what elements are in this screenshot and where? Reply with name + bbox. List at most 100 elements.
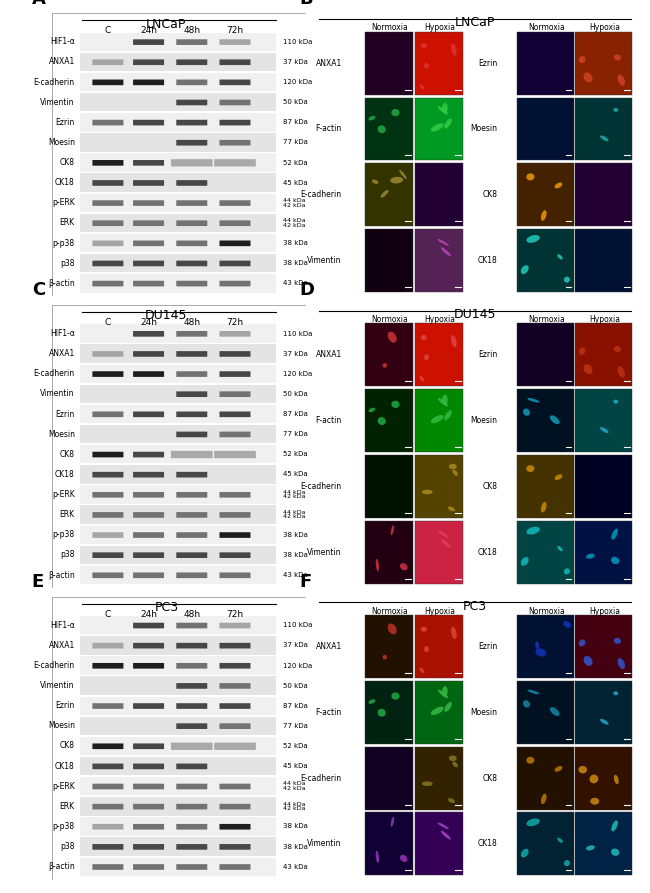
Ellipse shape	[526, 465, 534, 472]
Text: 42 kDa: 42 kDa	[283, 222, 305, 228]
Text: CK8: CK8	[482, 482, 497, 491]
FancyBboxPatch shape	[92, 864, 124, 870]
FancyBboxPatch shape	[80, 676, 276, 695]
Text: Vimentin: Vimentin	[307, 256, 342, 265]
FancyBboxPatch shape	[133, 663, 164, 669]
Ellipse shape	[421, 43, 427, 48]
Text: ANXA1: ANXA1	[49, 349, 75, 358]
FancyBboxPatch shape	[133, 864, 164, 870]
FancyBboxPatch shape	[220, 572, 250, 578]
FancyBboxPatch shape	[176, 764, 207, 769]
Ellipse shape	[451, 627, 457, 639]
Text: Hypoxia: Hypoxia	[589, 23, 620, 32]
FancyBboxPatch shape	[80, 757, 276, 775]
FancyBboxPatch shape	[92, 261, 124, 266]
FancyBboxPatch shape	[176, 100, 207, 105]
Text: Ezrin: Ezrin	[56, 118, 75, 127]
FancyBboxPatch shape	[133, 572, 164, 578]
FancyBboxPatch shape	[133, 160, 164, 166]
Text: 44 kDa: 44 kDa	[283, 781, 305, 787]
FancyBboxPatch shape	[220, 140, 250, 146]
FancyBboxPatch shape	[92, 663, 124, 669]
Ellipse shape	[391, 109, 400, 116]
Ellipse shape	[614, 346, 621, 352]
FancyBboxPatch shape	[80, 213, 276, 232]
Text: 52 kDa: 52 kDa	[283, 160, 308, 165]
FancyBboxPatch shape	[176, 180, 207, 186]
Text: E-cadherin: E-cadherin	[34, 78, 75, 87]
FancyBboxPatch shape	[80, 546, 276, 564]
FancyBboxPatch shape	[176, 261, 207, 266]
Text: 44 kDa: 44 kDa	[283, 489, 305, 495]
FancyBboxPatch shape	[133, 703, 164, 709]
Ellipse shape	[584, 364, 593, 374]
FancyBboxPatch shape	[176, 200, 207, 206]
Text: DU145: DU145	[454, 308, 496, 321]
FancyBboxPatch shape	[220, 512, 250, 518]
FancyBboxPatch shape	[415, 389, 463, 452]
Text: CK18: CK18	[478, 839, 497, 848]
Text: E: E	[32, 573, 44, 591]
FancyBboxPatch shape	[220, 60, 250, 65]
Text: F-actin: F-actin	[316, 708, 342, 717]
FancyBboxPatch shape	[365, 813, 413, 875]
FancyBboxPatch shape	[80, 797, 276, 815]
Ellipse shape	[441, 247, 451, 256]
FancyBboxPatch shape	[220, 723, 250, 729]
FancyBboxPatch shape	[133, 804, 164, 809]
Text: HIF1-α: HIF1-α	[50, 38, 75, 46]
Ellipse shape	[557, 546, 563, 551]
FancyBboxPatch shape	[220, 784, 250, 789]
FancyBboxPatch shape	[80, 274, 276, 293]
Text: ERK: ERK	[60, 802, 75, 811]
Ellipse shape	[618, 75, 625, 86]
FancyBboxPatch shape	[92, 180, 124, 186]
Text: β-actin: β-actin	[48, 863, 75, 872]
FancyBboxPatch shape	[575, 323, 632, 387]
FancyBboxPatch shape	[133, 784, 164, 789]
FancyBboxPatch shape	[214, 451, 256, 458]
FancyBboxPatch shape	[133, 472, 164, 478]
Ellipse shape	[421, 627, 427, 631]
FancyBboxPatch shape	[176, 683, 207, 689]
FancyBboxPatch shape	[365, 521, 413, 584]
Text: 48h: 48h	[183, 610, 200, 619]
Ellipse shape	[590, 797, 599, 805]
Text: 44 kDa: 44 kDa	[283, 198, 305, 203]
Ellipse shape	[400, 855, 408, 862]
FancyBboxPatch shape	[415, 97, 463, 161]
FancyBboxPatch shape	[176, 643, 207, 648]
FancyBboxPatch shape	[176, 371, 207, 377]
FancyBboxPatch shape	[171, 743, 213, 750]
FancyBboxPatch shape	[92, 764, 124, 769]
Text: B: B	[300, 0, 313, 8]
Text: p-p38: p-p38	[53, 530, 75, 539]
FancyBboxPatch shape	[80, 113, 276, 131]
FancyBboxPatch shape	[80, 73, 276, 91]
FancyBboxPatch shape	[92, 240, 124, 246]
FancyBboxPatch shape	[365, 681, 413, 744]
Text: Moesin: Moesin	[48, 430, 75, 438]
Ellipse shape	[424, 355, 429, 361]
Text: E-cadherin: E-cadherin	[301, 482, 342, 491]
FancyBboxPatch shape	[92, 472, 124, 478]
Text: CK18: CK18	[55, 470, 75, 479]
Text: CK18: CK18	[55, 762, 75, 771]
FancyBboxPatch shape	[214, 743, 256, 750]
Ellipse shape	[541, 502, 547, 513]
Text: Normoxia: Normoxia	[371, 606, 408, 615]
Text: C: C	[32, 281, 45, 299]
Ellipse shape	[521, 848, 528, 857]
FancyBboxPatch shape	[80, 345, 276, 363]
Ellipse shape	[391, 817, 394, 827]
FancyBboxPatch shape	[365, 615, 413, 678]
Text: 120 kDa: 120 kDa	[283, 79, 313, 85]
Ellipse shape	[526, 818, 540, 826]
FancyBboxPatch shape	[133, 824, 164, 830]
FancyBboxPatch shape	[415, 681, 463, 744]
Text: 38 kDa: 38 kDa	[283, 823, 308, 830]
Text: Vimentin: Vimentin	[40, 97, 75, 106]
FancyBboxPatch shape	[133, 120, 164, 125]
Text: ANXA1: ANXA1	[316, 350, 342, 360]
FancyBboxPatch shape	[220, 553, 250, 558]
